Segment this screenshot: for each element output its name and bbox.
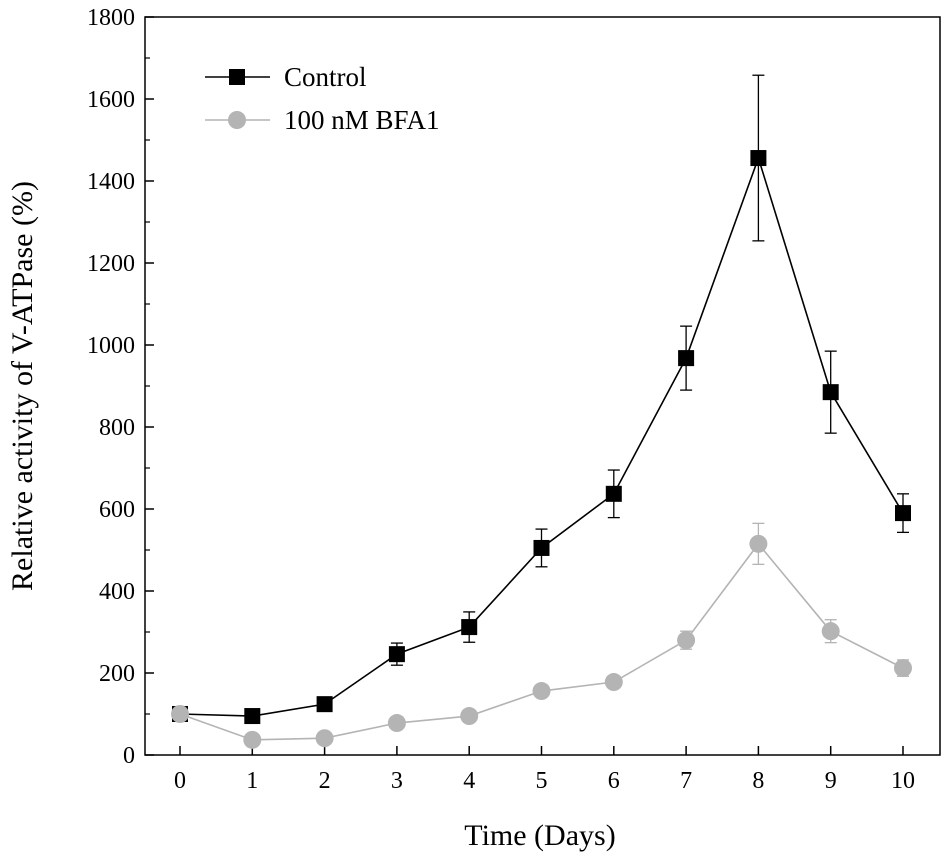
data-point [822,384,839,401]
data-point [387,714,406,733]
data-point [315,729,334,748]
x-tick-label: 2 [319,768,331,794]
y-tick-label: 800 [99,415,135,441]
y-tick-label: 400 [99,579,135,605]
data-point [171,705,189,723]
series-bfa1 [171,522,912,749]
data-point [894,659,912,678]
legend-marker-circle [228,111,246,129]
data-point [460,707,479,726]
data-point [533,539,550,556]
x-tick-label: 1 [246,768,258,794]
x-axis-label: Time (Days) [464,819,615,852]
x-tick-label: 7 [680,768,692,794]
x-tick-label: 0 [174,768,186,794]
data-point [678,350,695,367]
axes: 0 1 2 3 4 5 6 7 8 9 10 0 200 400 600 800 1000 1200 1400 160… [87,5,941,794]
legend-label: 100 nM BFA1 [284,105,440,135]
data-point [895,505,911,522]
x-tick-label: 9 [825,768,837,794]
data-point [461,619,478,636]
data-point [388,646,405,663]
data-point [532,682,551,701]
x-tick-label: 8 [752,768,764,794]
series-control [172,74,911,725]
y-tick-label: 0 [123,743,135,769]
y-axis-label: Relative activity of V-ATPase (%) [6,181,39,591]
y-tick-label: 1400 [87,169,135,195]
y-tick-label: 600 [99,497,135,523]
series-line [179,155,904,717]
plot-frame [144,16,941,756]
data-point [244,708,261,725]
x-tick-label: 3 [391,768,403,794]
data-point [605,485,622,502]
x-tick-label: 5 [536,768,548,794]
data-point [750,150,767,167]
data-point [749,534,768,553]
y-tick-label: 1600 [87,87,135,113]
legend: Control 100 nM BFA1 [205,62,440,135]
y-tick-label: 1800 [87,5,135,31]
data-point [604,673,623,692]
data-point [677,631,696,650]
series-group [171,74,912,749]
data-point [821,622,840,641]
x-tick-label: 6 [608,768,620,794]
x-tick-label: 4 [463,768,475,794]
x-tick-label: 10 [891,768,915,794]
data-point [316,696,333,713]
y-tick-label: 1200 [87,251,135,277]
legend-marker-square [229,69,245,85]
y-tick-label: 200 [99,661,135,687]
data-point [243,730,262,749]
legend-label: Control [284,62,367,92]
y-tick-label: 1000 [87,333,135,359]
